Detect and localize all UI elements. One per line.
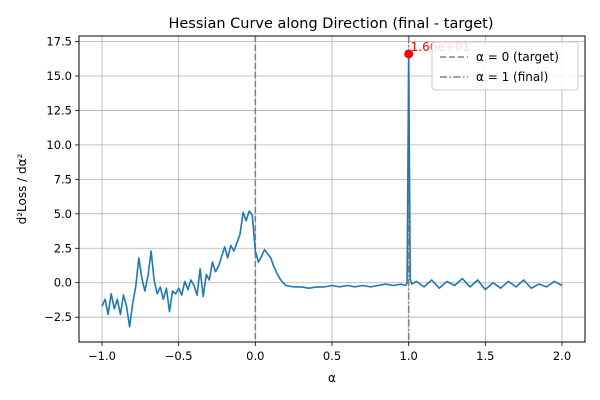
legend: α = 0 (target) α = 1 (final): [431, 41, 579, 91]
x-tick-label: 0.0: [246, 349, 264, 363]
y-tick-label: 5.0: [54, 207, 72, 221]
y-tick-label: 15.0: [46, 69, 72, 83]
y-axis-ticks: −2.5 0.0 2.5 5.0 7.5 10.0 12.5 15.0 17.5: [44, 35, 79, 324]
x-tick-label: 0.5: [323, 349, 341, 363]
y-tick-label: 12.5: [46, 103, 72, 117]
y-tick-label: −2.5: [44, 310, 72, 324]
y-axis-label: d²Loss / dα²: [15, 153, 29, 224]
series-line: [101, 53, 563, 328]
max-point-marker: [404, 49, 414, 59]
x-tick-label: 1.5: [476, 349, 494, 363]
legend-entry-target: α = 0 (target): [476, 50, 559, 64]
x-tick-label: −0.5: [165, 349, 193, 363]
x-axis-label: α: [328, 371, 336, 385]
chart-title: Hessian Curve along Direction (final - t…: [168, 16, 493, 32]
x-tick-label: 1.0: [400, 349, 418, 363]
y-tick-label: 17.5: [46, 35, 72, 49]
y-tick-label: 0.0: [54, 276, 72, 290]
x-tick-label: 2.0: [553, 349, 571, 363]
y-tick-label: 2.5: [54, 241, 72, 255]
x-axis-ticks: −1.0 −0.5 0.0 0.5 1.0 1.5 2.0: [88, 342, 571, 363]
x-tick-label: −1.0: [88, 349, 116, 363]
legend-entry-final: α = 1 (final): [476, 70, 548, 84]
y-tick-label: 7.5: [54, 172, 72, 186]
legend-box: [431, 41, 579, 91]
y-tick-label: 10.0: [46, 138, 72, 152]
